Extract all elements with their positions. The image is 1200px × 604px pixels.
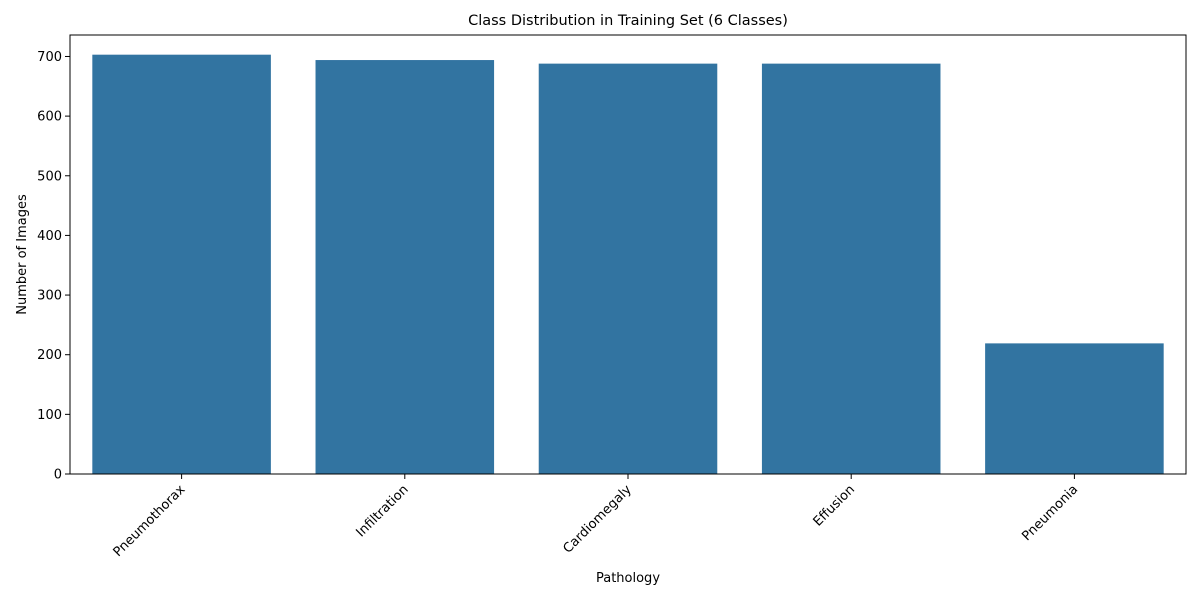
y-tick-label: 300 xyxy=(37,289,62,304)
bar-pneumothorax xyxy=(92,54,271,475)
y-tick-label: 200 xyxy=(37,348,62,363)
chart-title: Class Distribution in Training Set (6 Cl… xyxy=(468,13,788,29)
bar-effusion xyxy=(761,63,941,475)
bars-group xyxy=(92,54,1164,475)
x-axis: Pneumothorax Infiltration Cardiomegaly Effu… xyxy=(111,474,1081,560)
y-axis-label: Number of Images xyxy=(15,194,30,315)
x-tick-label: Cardiomegaly xyxy=(560,482,635,557)
bar-infiltration xyxy=(315,60,495,474)
y-tick-label: 500 xyxy=(37,169,62,184)
y-tick-label: 0 xyxy=(54,468,62,483)
y-tick-label: 100 xyxy=(37,408,62,423)
y-tick-label: 700 xyxy=(37,50,62,65)
x-tick-label: Pneumothorax xyxy=(111,482,189,560)
plot-frame xyxy=(69,34,1187,475)
bar-pneumonia xyxy=(985,343,1164,474)
x-tick-label: Infiltration xyxy=(354,482,412,540)
x-tick-label: Effusion xyxy=(811,482,858,529)
y-tick-label: 400 xyxy=(37,229,62,244)
x-axis-label: Pathology xyxy=(596,571,660,586)
y-tick-label: 600 xyxy=(37,110,62,125)
x-tick-label: Pneumonia xyxy=(1019,482,1081,544)
y-axis: 0 100 200 300 400 500 600 700 xyxy=(37,50,70,483)
bar-cardiomegaly xyxy=(538,63,718,475)
